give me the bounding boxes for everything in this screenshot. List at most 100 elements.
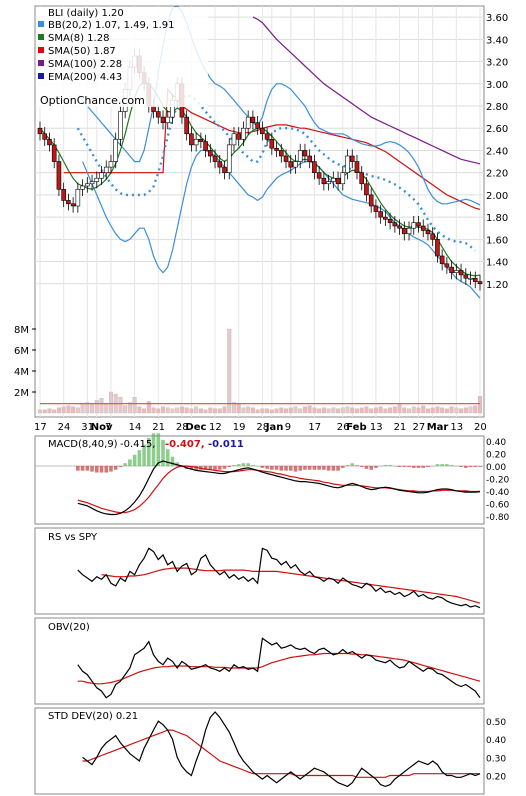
x-tick: 24 <box>58 422 71 433</box>
price-y-tick: 1.40 <box>486 258 508 269</box>
candle-body <box>411 222 417 229</box>
bb-lower-line <box>82 149 481 299</box>
candle-body <box>283 155 289 162</box>
macd-hist-bar <box>440 464 444 466</box>
volume-bar <box>326 408 331 414</box>
macd-hist-bar <box>317 466 321 470</box>
x-tick: 31 <box>81 422 94 433</box>
candle-body <box>345 155 350 173</box>
macd-hist-bar <box>369 466 373 470</box>
macd-hist-bar <box>402 466 407 467</box>
x-tick: 14 <box>129 422 142 433</box>
macd-hist-bar <box>407 466 411 467</box>
macd-hist-bar <box>298 466 303 471</box>
macd-y-tick: -0.40 <box>486 488 510 498</box>
macd-hist-bar <box>113 466 118 470</box>
candle-body <box>472 277 478 282</box>
volume-bar <box>90 404 95 414</box>
macd-hist-bar <box>430 466 435 467</box>
x-tick: 21 <box>394 422 407 433</box>
x-tick: Mar <box>427 422 449 433</box>
macd-hist-bar <box>85 466 90 471</box>
volume-bar <box>165 407 170 414</box>
volume-bar <box>478 396 483 414</box>
volume-bar <box>47 408 52 414</box>
candle-body <box>222 166 227 173</box>
macd-hist-bar <box>255 466 260 467</box>
volume-bar <box>208 407 213 414</box>
volume-bar <box>146 401 151 414</box>
volume-bar <box>350 407 355 414</box>
candle-body <box>383 216 388 220</box>
macd-hist-bar <box>227 466 232 467</box>
candle-body <box>439 255 445 265</box>
x-tick: Jan <box>265 422 284 433</box>
legend-label: SMA(100) 2.28 <box>48 59 122 70</box>
price-legend: BLI (daily) 1.20 BB(20,2) 1.07, 1.49, 1.… <box>36 7 208 107</box>
volume-bar <box>463 407 468 414</box>
macd-hist-bar <box>80 466 85 471</box>
volume-bar <box>38 409 43 414</box>
x-tick: 7 <box>105 422 111 433</box>
x-tick: 17 <box>308 422 321 433</box>
volume-bar <box>170 408 175 414</box>
volume-bar <box>473 405 478 414</box>
macd-hist-bar <box>137 450 142 466</box>
volume-bar <box>217 408 222 414</box>
volume-bar <box>444 408 449 414</box>
macd-hist-bar <box>393 466 397 467</box>
candle-body <box>449 266 454 273</box>
volume-bar <box>260 408 265 414</box>
volume-bar <box>364 406 369 414</box>
legend-label: BB(20,2) 1.07, 1.49, 1.91 <box>48 20 174 31</box>
std-y-tick: 0.30 <box>486 754 506 764</box>
volume-bar <box>298 408 303 414</box>
volume-bar <box>435 406 440 414</box>
volume-bar <box>156 408 161 414</box>
volume-bar <box>265 408 270 414</box>
volume-bar <box>203 409 208 414</box>
volume-bar <box>468 406 473 414</box>
macd-hist-bar <box>421 466 426 468</box>
volume-bar <box>227 328 232 414</box>
volume-bar <box>307 405 312 414</box>
candle-body <box>51 144 57 162</box>
legend-label: EMA(200) 4.43 <box>48 72 122 83</box>
candle-body <box>236 133 242 140</box>
chart-title: BLI (daily) 1.20 <box>48 8 124 19</box>
price-y-tick: 3.60 <box>486 13 508 24</box>
macd-hist-bar <box>435 464 440 466</box>
volume-bar <box>383 408 388 414</box>
legend-swatch <box>38 34 44 40</box>
candle-body <box>278 150 284 157</box>
candle-body <box>75 189 81 207</box>
volume-bar <box>142 408 147 414</box>
volume-bar <box>354 408 359 414</box>
candle-body <box>397 225 402 229</box>
macd-hist-bar <box>232 465 236 466</box>
macd-hist-bar <box>416 466 421 468</box>
candle-body <box>307 155 312 162</box>
volume-bar <box>331 407 336 414</box>
volume-bar <box>137 406 142 414</box>
macd-y-tick: -0.60 <box>486 500 510 510</box>
volume-bar <box>397 404 402 414</box>
macd-hist-bar <box>270 466 274 470</box>
volume-bar <box>440 407 445 414</box>
legend-label: SMA(50) 1.87 <box>48 46 116 57</box>
volume-bar <box>236 403 241 414</box>
candle-body <box>217 161 223 168</box>
svg-text:MACD(8,40,9): MACD(8,40,9) <box>48 439 118 450</box>
macd-hist-bar <box>142 444 146 466</box>
volume-bar <box>132 397 137 414</box>
candle-body <box>425 230 431 235</box>
macd-hist-bar <box>426 466 430 467</box>
candle-body <box>212 155 218 162</box>
x-tick: 13 <box>370 422 383 433</box>
sma100-line <box>252 16 481 165</box>
candle-body <box>297 150 303 162</box>
candle-body <box>189 133 194 146</box>
volume-bar <box>184 407 189 414</box>
candle-body <box>165 116 171 123</box>
macd-hist-bar <box>99 466 104 473</box>
